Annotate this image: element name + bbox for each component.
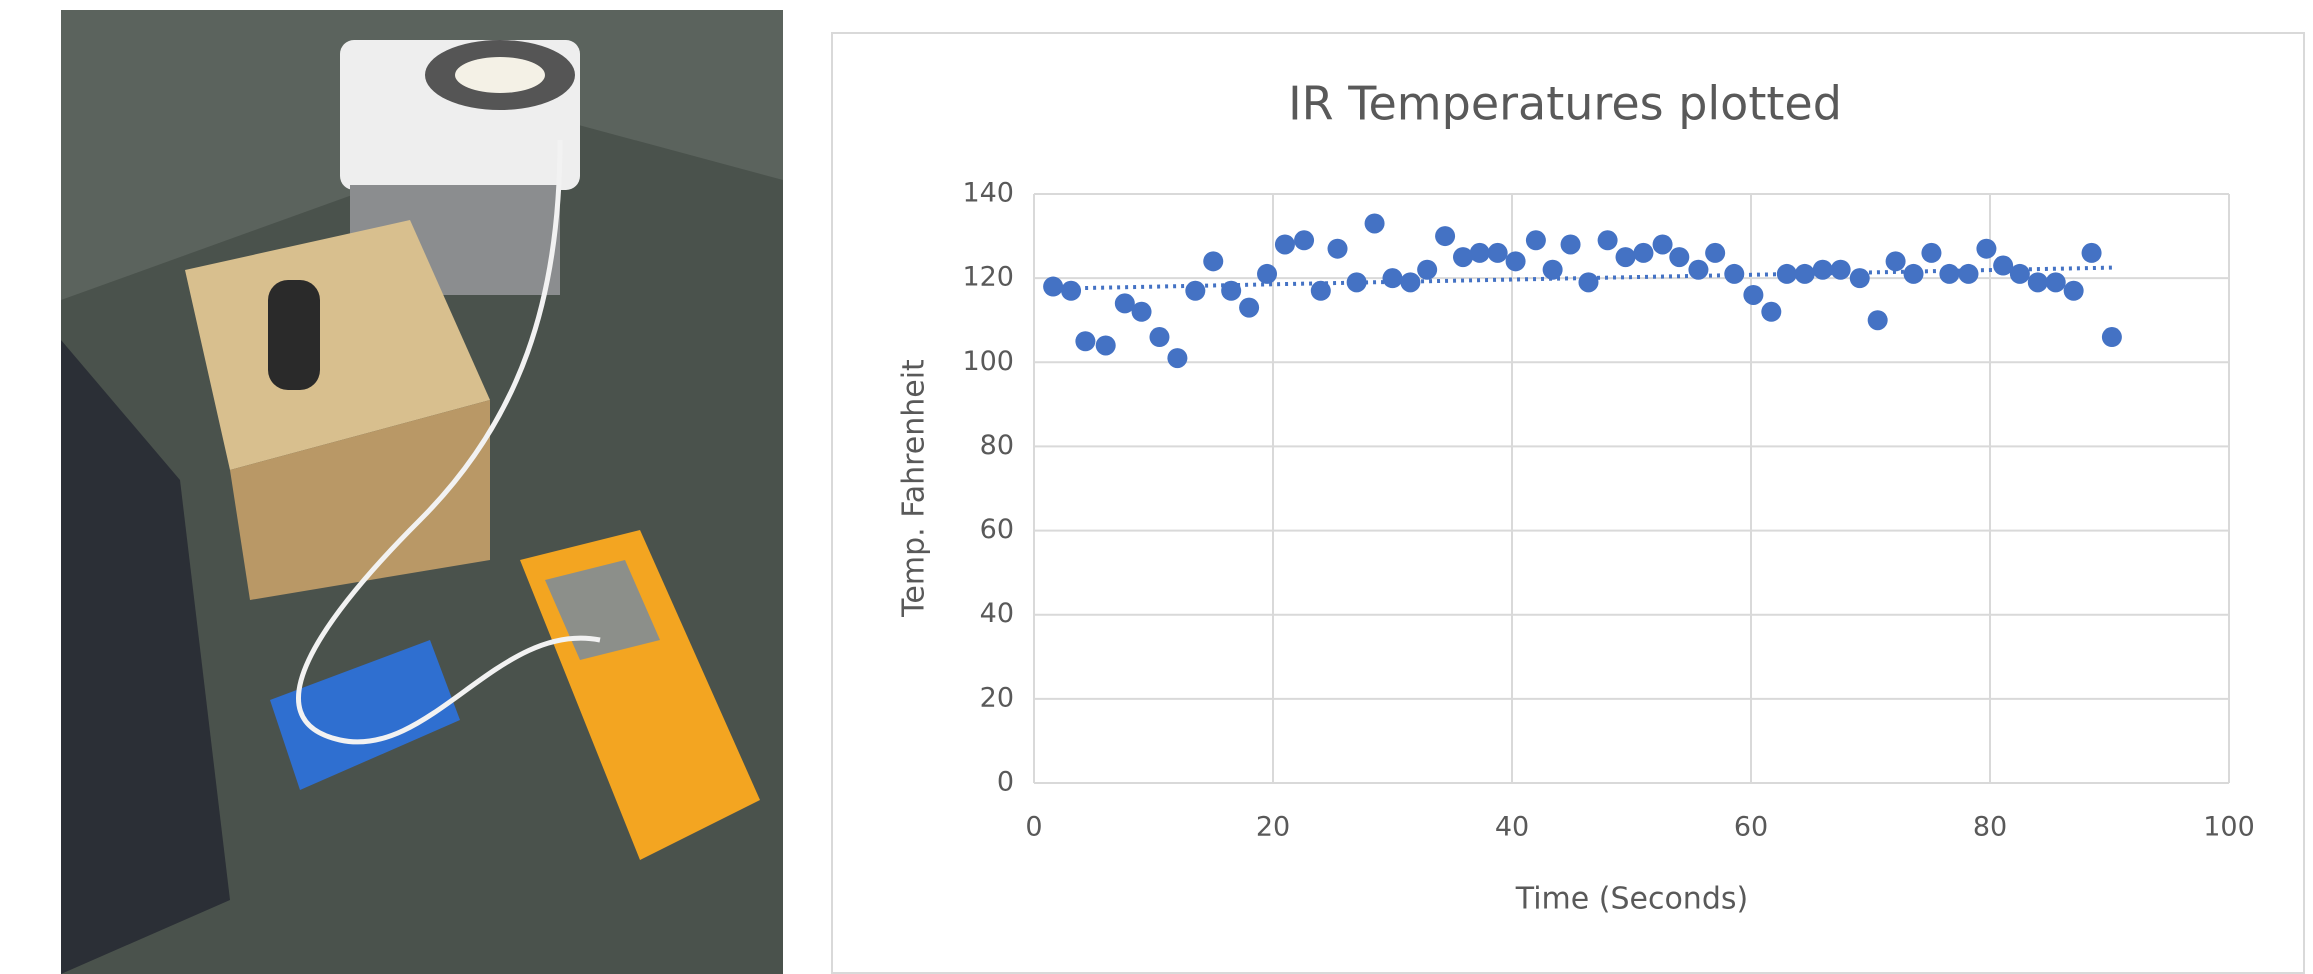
x-tick-label: 60 — [1734, 812, 1768, 843]
data-point — [1831, 260, 1851, 280]
data-point — [1294, 230, 1314, 250]
data-point — [1904, 264, 1924, 284]
x-tick-label: 40 — [1495, 812, 1529, 843]
page: {"chart_data": {"type": "scatter", "titl… — [0, 0, 2313, 974]
data-point — [1400, 272, 1420, 292]
data-point — [1203, 251, 1223, 271]
y-tick-label: 80 — [980, 430, 1014, 461]
y-axis-label: Temp. Fahrenheit — [897, 359, 932, 618]
data-point — [1185, 281, 1205, 301]
data-point — [1777, 264, 1797, 284]
data-point — [1132, 302, 1152, 322]
heater-plate — [455, 57, 545, 93]
data-point — [2046, 272, 2066, 292]
x-tick-label: 20 — [1256, 812, 1290, 843]
data-point — [1365, 213, 1385, 233]
y-tick-label: 0 — [997, 767, 1014, 798]
data-point — [1633, 243, 1653, 263]
data-point — [1275, 234, 1295, 254]
figure: IR Temperatures plotted Time (Seconds) T… — [0, 0, 2313, 974]
data-point — [1653, 234, 1673, 254]
data-point — [2028, 272, 2048, 292]
data-point — [1939, 264, 1959, 284]
sensor — [268, 280, 320, 390]
data-point — [1976, 239, 1996, 259]
data-point — [1850, 268, 1870, 288]
data-point — [1470, 243, 1490, 263]
data-point — [1761, 302, 1781, 322]
data-point — [1616, 247, 1636, 267]
data-point — [1868, 310, 1888, 330]
data-point — [1598, 230, 1618, 250]
data-point — [1435, 226, 1455, 246]
data-point — [2064, 281, 2084, 301]
data-point — [1096, 335, 1116, 355]
x-tick-label: 80 — [1973, 812, 2007, 843]
data-point — [1526, 230, 1546, 250]
data-point — [1061, 281, 1081, 301]
y-tick-label: 100 — [962, 346, 1014, 377]
x-tick-label: 0 — [1025, 812, 1042, 843]
y-tick-label: 140 — [962, 178, 1014, 209]
chart-frame — [832, 33, 2304, 973]
x-tick-label: 100 — [2203, 812, 2255, 843]
data-point — [1813, 260, 1833, 280]
data-point — [1506, 251, 1526, 271]
data-point — [1417, 260, 1437, 280]
x-axis-label: Time (Seconds) — [1515, 882, 1748, 917]
data-point — [1383, 268, 1403, 288]
data-point — [1743, 285, 1763, 305]
y-tick-label: 120 — [962, 262, 1014, 293]
data-point — [1488, 243, 1508, 263]
data-point — [1075, 331, 1095, 351]
y-tick-label: 20 — [980, 682, 1014, 713]
data-point — [1669, 247, 1689, 267]
data-point — [1921, 243, 1941, 263]
photo — [61, 10, 783, 974]
y-tick-label: 60 — [980, 514, 1014, 545]
data-point — [1561, 234, 1581, 254]
data-point — [1886, 251, 1906, 271]
chart-title: IR Temperatures plotted — [1288, 77, 1842, 131]
data-point — [1578, 272, 1598, 292]
data-point — [1705, 243, 1725, 263]
data-point — [1688, 260, 1708, 280]
data-point — [1958, 264, 1978, 284]
data-point — [1239, 298, 1259, 318]
data-point — [1149, 327, 1169, 347]
data-point — [1257, 264, 1277, 284]
data-point — [2082, 243, 2102, 263]
y-tick-label: 40 — [980, 598, 1014, 629]
data-point — [2010, 264, 2030, 284]
data-point — [1453, 247, 1473, 267]
data-point — [1043, 277, 1063, 297]
data-point — [1328, 239, 1348, 259]
data-point — [2102, 327, 2122, 347]
data-point — [1167, 348, 1187, 368]
